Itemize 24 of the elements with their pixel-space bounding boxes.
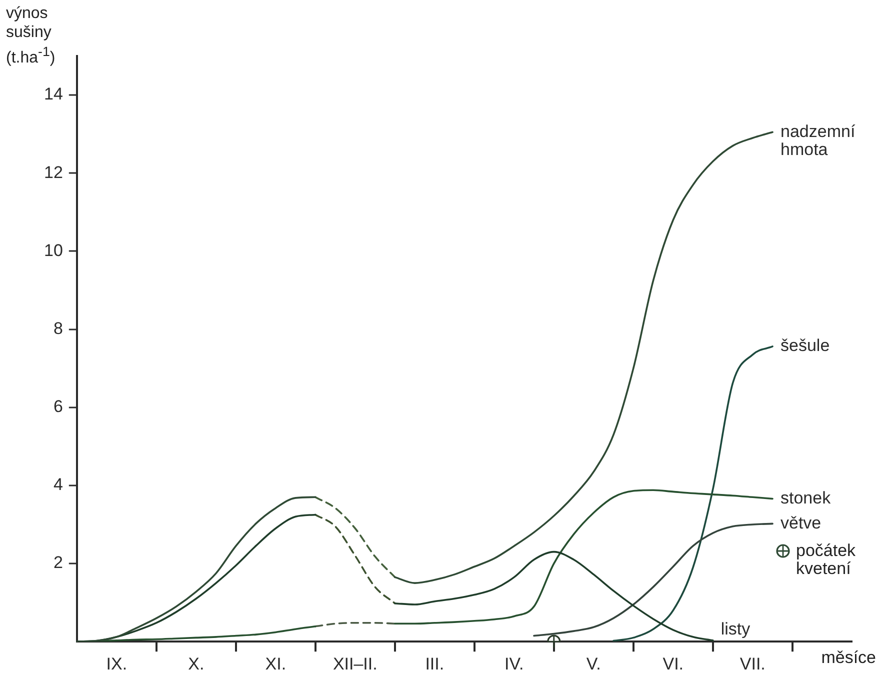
series-label: nadzemní hmota xyxy=(780,122,856,159)
x-tick-label: IX. xyxy=(106,654,128,674)
x-tick-label: XII–II. xyxy=(332,654,378,674)
x-tick-label: XI. xyxy=(265,654,286,674)
x-tick-label: IV. xyxy=(504,654,524,674)
x-tick-label: V. xyxy=(586,654,601,674)
series-label: šešule xyxy=(780,336,830,356)
series-label: listy xyxy=(720,619,751,638)
y-tick-label: 14 xyxy=(44,84,63,104)
y-tick-label: 12 xyxy=(44,162,63,182)
series-label: stonek xyxy=(780,488,832,508)
series-label: větve xyxy=(780,513,822,532)
x-axis-title: měsíce xyxy=(821,648,876,668)
x-tick-label: III. xyxy=(425,654,444,674)
x-tick-label: VII. xyxy=(740,654,766,674)
y-tick-label: 10 xyxy=(44,240,63,260)
y-tick-label: 6 xyxy=(53,397,63,416)
y-tick-label: 8 xyxy=(53,318,63,338)
x-tick-label: X. xyxy=(188,654,204,674)
y-tick-label: 4 xyxy=(53,475,63,494)
x-tick-label: VI. xyxy=(662,654,684,674)
y-tick-label: 2 xyxy=(53,553,63,572)
y-axis-title: výnos sušiny (t.ha$^{-1}$) xyxy=(6,4,56,68)
legend-label: počátek kvetení xyxy=(795,540,857,578)
